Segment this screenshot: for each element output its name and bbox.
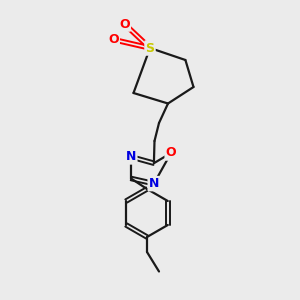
Text: O: O: [108, 33, 119, 46]
Text: N: N: [126, 150, 136, 164]
Text: O: O: [166, 146, 176, 160]
Text: S: S: [146, 41, 154, 55]
Text: O: O: [119, 17, 130, 31]
Text: N: N: [149, 177, 159, 190]
